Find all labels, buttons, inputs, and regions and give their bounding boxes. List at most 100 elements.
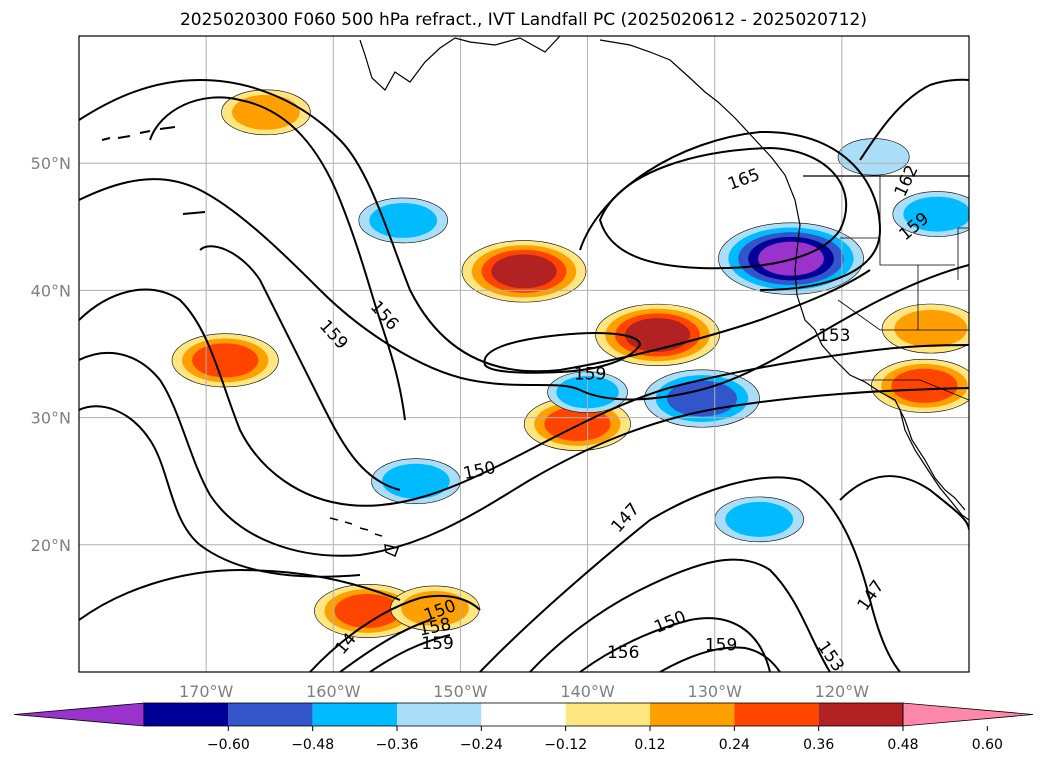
contour-label: 147 [854, 577, 889, 615]
anomaly-level [903, 196, 969, 232]
contour-line [309, 594, 481, 672]
contour-label: 159 [705, 635, 737, 655]
colorbar-segment [650, 703, 735, 726]
anomaly-level [334, 593, 401, 629]
contour-label: 156 [366, 297, 403, 335]
colorbar-segment [481, 703, 566, 726]
contour-label: 147 [607, 499, 644, 537]
anomaly-blob [644, 369, 760, 428]
anomaly-level [624, 317, 691, 352]
colorbar-tick-label: −0.60 [207, 737, 250, 753]
anomaly-level [491, 254, 557, 289]
contour-line [79, 351, 969, 557]
anomaly-blob [837, 138, 910, 176]
contour-line [79, 78, 871, 373]
anomaly-blob [871, 358, 969, 413]
anomaly-blob [371, 458, 461, 504]
colorbar-tick-label: −0.12 [544, 737, 587, 753]
lat-tick-label: 40°N [31, 281, 71, 300]
lat-tick-label: 50°N [31, 154, 71, 173]
contour-label: 153 [813, 638, 848, 676]
anomaly-blob [881, 303, 969, 354]
coastline-alaska-bc [359, 36, 966, 511]
colorbar-frame [143, 702, 904, 727]
axis-tick-labels: 170°W 160°W 150°W 140°W 130°W 120°W 20°N 30°N 40… [31, 154, 870, 701]
colorbar-tick-label: −0.36 [376, 737, 419, 753]
anomaly-level [382, 463, 450, 499]
anomaly-blob [221, 89, 311, 136]
colorbar-segment [144, 703, 229, 726]
colorbar-tick-label: 0.12 [634, 737, 665, 753]
colorbar-tick-label: 0.24 [719, 737, 750, 753]
colorbar-tick-label: 0.36 [803, 737, 834, 753]
aleutian-islands [101, 126, 206, 215]
contour-line [79, 405, 361, 578]
colorbar-extend-high [902, 702, 1034, 727]
colorbar-segment [312, 703, 397, 726]
anomaly-blob [595, 303, 720, 367]
colorbar-extend-low [13, 702, 145, 727]
contour-label: 159 [421, 634, 453, 654]
anomaly-level [401, 590, 469, 626]
contour-label: 150 [651, 607, 689, 638]
colorbar-segment [565, 703, 650, 726]
lon-tick-label: 150°W [433, 682, 488, 701]
colorbar-segment [228, 703, 313, 726]
anomaly-level [232, 94, 300, 130]
contour-label: 156 [607, 643, 639, 663]
contour-label: 159 [315, 316, 352, 354]
anomaly-blob [461, 240, 587, 303]
contour-label: 165 [725, 165, 762, 195]
contour-line [369, 634, 451, 672]
colorbar-segment [734, 703, 819, 726]
anomaly-level [837, 138, 910, 176]
coastlines [101, 36, 969, 558]
anomaly-blob [314, 584, 422, 638]
colorbar-tick-label: 0.48 [887, 737, 918, 753]
anomaly-blob [714, 496, 804, 543]
colorbar-tick-label: −0.48 [291, 737, 334, 753]
anomaly-level [192, 343, 259, 378]
map-title: 2025020300 F060 500 hPa refract., IVT La… [179, 10, 867, 30]
contour-label: 159 [574, 364, 606, 384]
map-frame [78, 35, 970, 673]
contour-line [339, 619, 431, 672]
contour-line [598, 146, 848, 270]
anomaly-level [894, 309, 968, 348]
colorbar: −0.60 −0.48 −0.36 −0.24 −0.12 0.12 0.24 0.36 0.4… [13, 702, 1034, 753]
lon-tick-label: 170°W [179, 682, 234, 701]
refractivity-contours [79, 78, 969, 672]
contour-label: 150 [462, 458, 498, 484]
contour-line [859, 78, 969, 161]
anomaly-blob [358, 197, 448, 244]
colorbar-tick-label: 0.60 [972, 737, 1003, 753]
contour-line [79, 568, 401, 621]
contour-line [579, 130, 882, 291]
contour-line [659, 646, 781, 672]
colorbar-segment [397, 703, 482, 726]
contour-line [149, 96, 406, 421]
contour-label: 153 [818, 326, 850, 346]
contour-line [199, 245, 401, 491]
anomaly-level [544, 406, 611, 442]
contour-line [79, 288, 969, 507]
lat-tick-label: 30°N [31, 409, 71, 428]
colorbar-segment [818, 703, 903, 726]
lon-tick-label: 120°W [815, 682, 870, 701]
anomaly-blob [892, 191, 969, 237]
colorbar-tick-label: −0.24 [460, 737, 503, 753]
anomaly-level [891, 368, 958, 403]
lat-tick-label: 20°N [31, 536, 71, 555]
contour-line [483, 332, 642, 374]
lon-tick-label: 160°W [306, 682, 361, 701]
coastline-baja [899, 409, 969, 521]
anomaly-level [725, 501, 794, 537]
border-states [837, 176, 969, 401]
contour-line [479, 476, 901, 672]
lon-tick-label: 130°W [688, 682, 743, 701]
contour-line [579, 617, 771, 672]
contour-line [839, 475, 969, 531]
hawaii-islands [329, 517, 400, 558]
contour-line [529, 558, 831, 672]
